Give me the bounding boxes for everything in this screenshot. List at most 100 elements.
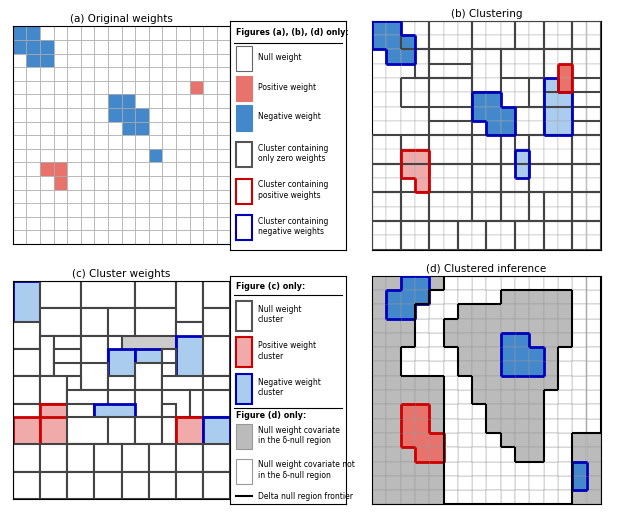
Bar — [54, 27, 67, 40]
Bar — [176, 472, 204, 499]
Bar — [558, 390, 572, 405]
Bar — [415, 78, 429, 93]
Bar — [163, 390, 189, 417]
Bar — [415, 135, 429, 150]
Bar — [586, 476, 601, 490]
Bar — [189, 122, 204, 135]
Bar — [217, 149, 230, 162]
Bar — [586, 35, 601, 49]
Bar — [472, 390, 486, 405]
Bar — [515, 78, 529, 93]
Bar — [529, 276, 543, 290]
Bar — [543, 490, 558, 504]
Bar — [572, 35, 586, 49]
Bar — [486, 192, 500, 206]
Bar — [149, 176, 163, 190]
Bar — [586, 276, 601, 290]
Bar — [486, 206, 500, 221]
Bar — [122, 95, 135, 108]
Bar — [372, 63, 387, 78]
Bar — [163, 363, 176, 390]
Bar — [81, 135, 95, 149]
Bar — [387, 93, 401, 107]
Bar — [387, 49, 401, 63]
Bar — [176, 149, 189, 162]
Bar — [543, 390, 558, 405]
Bar — [135, 54, 149, 67]
Bar — [81, 363, 108, 390]
Bar — [486, 121, 500, 135]
Bar — [472, 149, 486, 164]
Bar — [572, 419, 586, 433]
Bar — [486, 276, 500, 290]
Bar — [401, 35, 415, 49]
Bar — [13, 27, 26, 40]
Bar — [372, 390, 387, 405]
Bar — [13, 404, 40, 431]
Bar — [500, 63, 515, 78]
Bar — [429, 35, 444, 49]
Bar — [415, 405, 429, 419]
Bar — [486, 107, 500, 121]
Bar — [529, 164, 543, 178]
Bar — [429, 433, 444, 447]
Bar — [472, 476, 486, 490]
Bar — [472, 405, 486, 419]
Bar — [108, 67, 122, 81]
Bar — [26, 176, 40, 190]
Bar — [108, 135, 122, 149]
Bar — [387, 164, 401, 178]
Bar — [444, 149, 458, 164]
Bar — [26, 135, 40, 149]
Bar — [529, 433, 543, 447]
Bar — [95, 149, 108, 162]
Bar — [401, 290, 415, 304]
Bar — [217, 122, 230, 135]
Text: Negative weight
cluster: Negative weight cluster — [258, 378, 321, 397]
Bar — [135, 176, 149, 190]
Bar — [472, 178, 486, 192]
Bar — [472, 206, 486, 221]
Bar — [458, 476, 472, 490]
Bar — [81, 67, 95, 81]
Bar — [176, 445, 204, 472]
Bar — [176, 108, 189, 122]
Bar — [458, 63, 472, 78]
Bar — [81, 95, 95, 108]
Text: Null weight covariate
in the δ-null region: Null weight covariate in the δ-null regi… — [258, 426, 340, 446]
Bar — [444, 462, 458, 476]
Bar — [54, 135, 67, 149]
Bar — [572, 433, 586, 447]
Bar — [415, 290, 429, 304]
Bar — [472, 405, 486, 419]
Bar — [204, 390, 230, 417]
Bar — [401, 405, 415, 419]
Bar — [122, 122, 135, 135]
Bar — [572, 135, 586, 150]
Bar — [572, 304, 586, 318]
Bar — [401, 276, 415, 290]
Bar — [572, 361, 586, 375]
Bar — [26, 27, 40, 40]
Bar — [108, 81, 122, 95]
Title: (c) Cluster weights: (c) Cluster weights — [72, 269, 171, 279]
Bar — [458, 149, 472, 164]
Bar — [40, 81, 54, 95]
Bar — [472, 290, 486, 304]
Bar — [176, 217, 189, 230]
Bar — [558, 462, 572, 476]
Bar — [401, 405, 415, 419]
Bar — [415, 221, 429, 235]
Bar — [472, 318, 486, 333]
Bar — [429, 361, 444, 375]
Bar — [95, 230, 108, 244]
Bar — [444, 347, 458, 361]
Bar — [40, 404, 67, 431]
Bar — [40, 190, 54, 203]
Bar — [558, 405, 572, 419]
Bar — [40, 417, 67, 445]
Bar — [204, 135, 217, 149]
Bar — [586, 206, 601, 221]
Bar — [429, 21, 444, 35]
Bar — [500, 276, 515, 290]
